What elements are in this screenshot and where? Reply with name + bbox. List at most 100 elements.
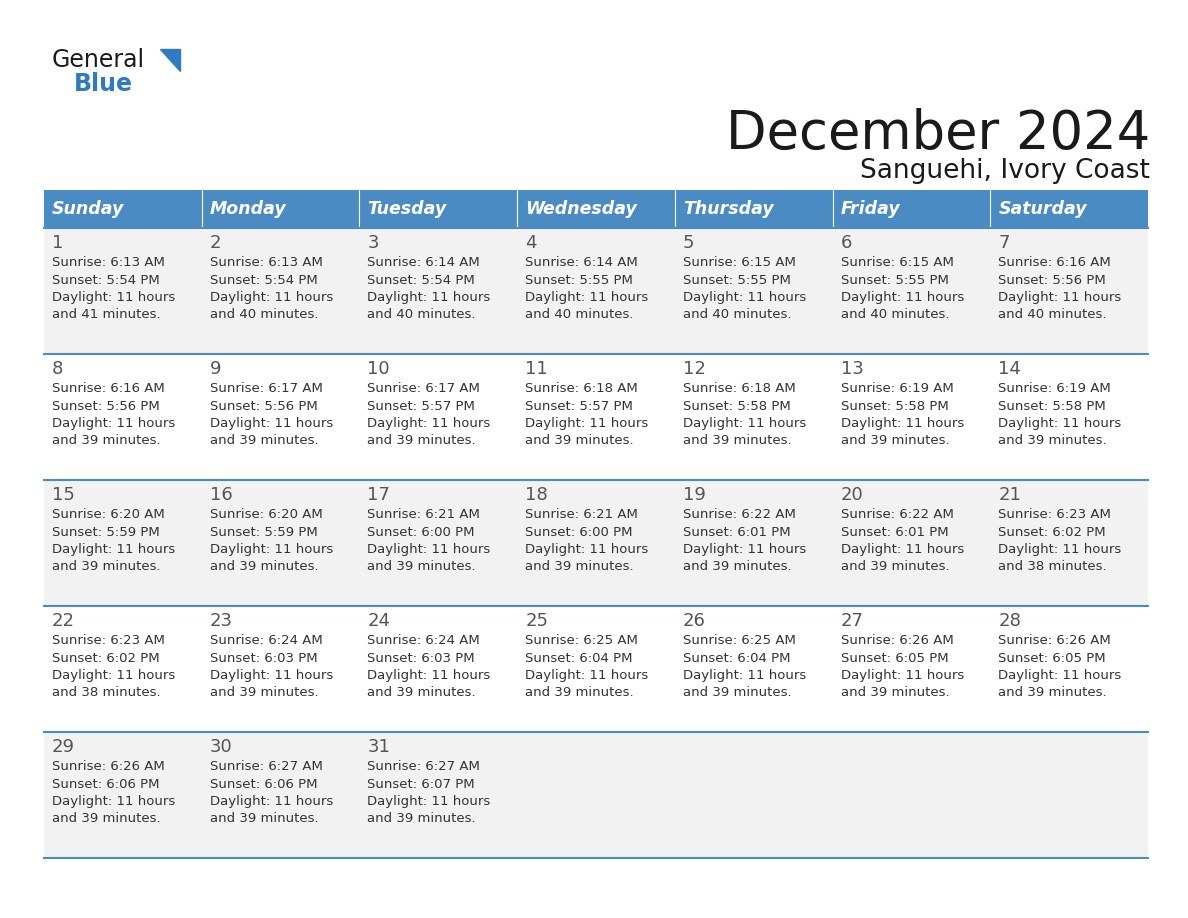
- Text: Daylight: 11 hours: Daylight: 11 hours: [210, 543, 333, 556]
- Text: Sunset: 6:05 PM: Sunset: 6:05 PM: [841, 652, 948, 665]
- Bar: [202, 354, 360, 480]
- Bar: [202, 606, 360, 732]
- Text: Sunrise: 6:15 AM: Sunrise: 6:15 AM: [683, 256, 796, 269]
- Text: Sunset: 6:05 PM: Sunset: 6:05 PM: [998, 652, 1106, 665]
- Bar: [517, 480, 675, 606]
- Text: 7: 7: [998, 234, 1010, 252]
- Bar: [675, 480, 833, 606]
- Bar: [991, 480, 1148, 606]
- Text: Daylight: 11 hours: Daylight: 11 hours: [683, 669, 807, 682]
- Text: and 39 minutes.: and 39 minutes.: [998, 687, 1107, 700]
- Text: and 39 minutes.: and 39 minutes.: [367, 812, 476, 825]
- Text: Daylight: 11 hours: Daylight: 11 hours: [52, 669, 176, 682]
- Text: and 39 minutes.: and 39 minutes.: [210, 812, 318, 825]
- Text: Sunrise: 6:27 AM: Sunrise: 6:27 AM: [210, 760, 323, 773]
- Text: Daylight: 11 hours: Daylight: 11 hours: [683, 543, 807, 556]
- Text: Sunrise: 6:19 AM: Sunrise: 6:19 AM: [841, 382, 953, 395]
- Bar: [833, 228, 991, 354]
- Text: Daylight: 11 hours: Daylight: 11 hours: [52, 543, 176, 556]
- Text: 8: 8: [52, 360, 63, 378]
- Text: 19: 19: [683, 486, 706, 504]
- Text: Sunrise: 6:24 AM: Sunrise: 6:24 AM: [367, 634, 480, 647]
- Text: Daylight: 11 hours: Daylight: 11 hours: [998, 417, 1121, 430]
- Text: Thursday: Thursday: [683, 200, 773, 218]
- Polygon shape: [160, 49, 181, 71]
- Text: Sunrise: 6:24 AM: Sunrise: 6:24 AM: [210, 634, 322, 647]
- Text: 4: 4: [525, 234, 537, 252]
- Text: Daylight: 11 hours: Daylight: 11 hours: [525, 543, 649, 556]
- Bar: [833, 480, 991, 606]
- Bar: [44, 228, 202, 354]
- Text: and 39 minutes.: and 39 minutes.: [210, 434, 318, 447]
- Text: Daylight: 11 hours: Daylight: 11 hours: [367, 291, 491, 304]
- Text: Sunrise: 6:16 AM: Sunrise: 6:16 AM: [998, 256, 1111, 269]
- Text: Sanguehi, Ivory Coast: Sanguehi, Ivory Coast: [860, 158, 1150, 184]
- Text: and 40 minutes.: and 40 minutes.: [998, 308, 1107, 321]
- Bar: [833, 606, 991, 732]
- Bar: [991, 606, 1148, 732]
- Text: and 40 minutes.: and 40 minutes.: [367, 308, 476, 321]
- Text: Sunrise: 6:26 AM: Sunrise: 6:26 AM: [841, 634, 953, 647]
- Text: Sunrise: 6:15 AM: Sunrise: 6:15 AM: [841, 256, 954, 269]
- Text: Sunset: 6:01 PM: Sunset: 6:01 PM: [683, 525, 790, 539]
- Text: Blue: Blue: [74, 72, 133, 96]
- Text: 18: 18: [525, 486, 548, 504]
- Text: and 40 minutes.: and 40 minutes.: [525, 308, 633, 321]
- Text: Sunset: 6:07 PM: Sunset: 6:07 PM: [367, 778, 475, 790]
- Text: Monday: Monday: [210, 200, 286, 218]
- Text: and 39 minutes.: and 39 minutes.: [367, 687, 476, 700]
- Text: Sunrise: 6:23 AM: Sunrise: 6:23 AM: [52, 634, 165, 647]
- Text: Daylight: 11 hours: Daylight: 11 hours: [841, 291, 963, 304]
- Text: and 39 minutes.: and 39 minutes.: [683, 561, 791, 574]
- Bar: [991, 190, 1148, 228]
- Bar: [202, 732, 360, 858]
- Bar: [202, 480, 360, 606]
- Text: 6: 6: [841, 234, 852, 252]
- Text: December 2024: December 2024: [726, 108, 1150, 160]
- Text: Wednesday: Wednesday: [525, 200, 637, 218]
- Text: Sunset: 5:57 PM: Sunset: 5:57 PM: [367, 399, 475, 412]
- Text: Sunrise: 6:18 AM: Sunrise: 6:18 AM: [683, 382, 796, 395]
- Text: and 39 minutes.: and 39 minutes.: [52, 812, 160, 825]
- Text: Daylight: 11 hours: Daylight: 11 hours: [210, 669, 333, 682]
- Bar: [44, 606, 202, 732]
- Text: Sunrise: 6:26 AM: Sunrise: 6:26 AM: [52, 760, 165, 773]
- Bar: [360, 190, 517, 228]
- Text: Sunrise: 6:27 AM: Sunrise: 6:27 AM: [367, 760, 480, 773]
- Text: Sunset: 6:03 PM: Sunset: 6:03 PM: [367, 652, 475, 665]
- Bar: [44, 732, 202, 858]
- Text: Daylight: 11 hours: Daylight: 11 hours: [841, 543, 963, 556]
- Text: Sunset: 5:56 PM: Sunset: 5:56 PM: [210, 399, 317, 412]
- Text: 29: 29: [52, 738, 75, 756]
- Bar: [360, 480, 517, 606]
- Text: and 40 minutes.: and 40 minutes.: [210, 308, 318, 321]
- Text: 2: 2: [210, 234, 221, 252]
- Text: Sunrise: 6:19 AM: Sunrise: 6:19 AM: [998, 382, 1111, 395]
- Text: Sunrise: 6:17 AM: Sunrise: 6:17 AM: [210, 382, 323, 395]
- Text: 31: 31: [367, 738, 391, 756]
- Bar: [517, 190, 675, 228]
- Bar: [991, 732, 1148, 858]
- Text: Sunset: 5:59 PM: Sunset: 5:59 PM: [210, 525, 317, 539]
- Text: Daylight: 11 hours: Daylight: 11 hours: [367, 795, 491, 808]
- Bar: [675, 228, 833, 354]
- Text: Sunrise: 6:17 AM: Sunrise: 6:17 AM: [367, 382, 480, 395]
- Text: and 39 minutes.: and 39 minutes.: [52, 434, 160, 447]
- Text: and 39 minutes.: and 39 minutes.: [998, 434, 1107, 447]
- Text: and 39 minutes.: and 39 minutes.: [841, 687, 949, 700]
- Text: Sunset: 5:57 PM: Sunset: 5:57 PM: [525, 399, 633, 412]
- Text: Daylight: 11 hours: Daylight: 11 hours: [683, 291, 807, 304]
- Text: and 39 minutes.: and 39 minutes.: [52, 561, 160, 574]
- Text: Daylight: 11 hours: Daylight: 11 hours: [210, 291, 333, 304]
- Text: Sunset: 6:00 PM: Sunset: 6:00 PM: [525, 525, 633, 539]
- Text: Sunset: 5:58 PM: Sunset: 5:58 PM: [683, 399, 790, 412]
- Text: Sunset: 5:54 PM: Sunset: 5:54 PM: [52, 274, 159, 286]
- Text: Daylight: 11 hours: Daylight: 11 hours: [210, 417, 333, 430]
- Text: and 39 minutes.: and 39 minutes.: [210, 561, 318, 574]
- Text: Sunset: 6:06 PM: Sunset: 6:06 PM: [210, 778, 317, 790]
- Text: and 39 minutes.: and 39 minutes.: [525, 434, 633, 447]
- Text: 26: 26: [683, 612, 706, 630]
- Text: Sunrise: 6:22 AM: Sunrise: 6:22 AM: [683, 508, 796, 521]
- Text: Sunrise: 6:20 AM: Sunrise: 6:20 AM: [210, 508, 322, 521]
- Text: Sunrise: 6:20 AM: Sunrise: 6:20 AM: [52, 508, 165, 521]
